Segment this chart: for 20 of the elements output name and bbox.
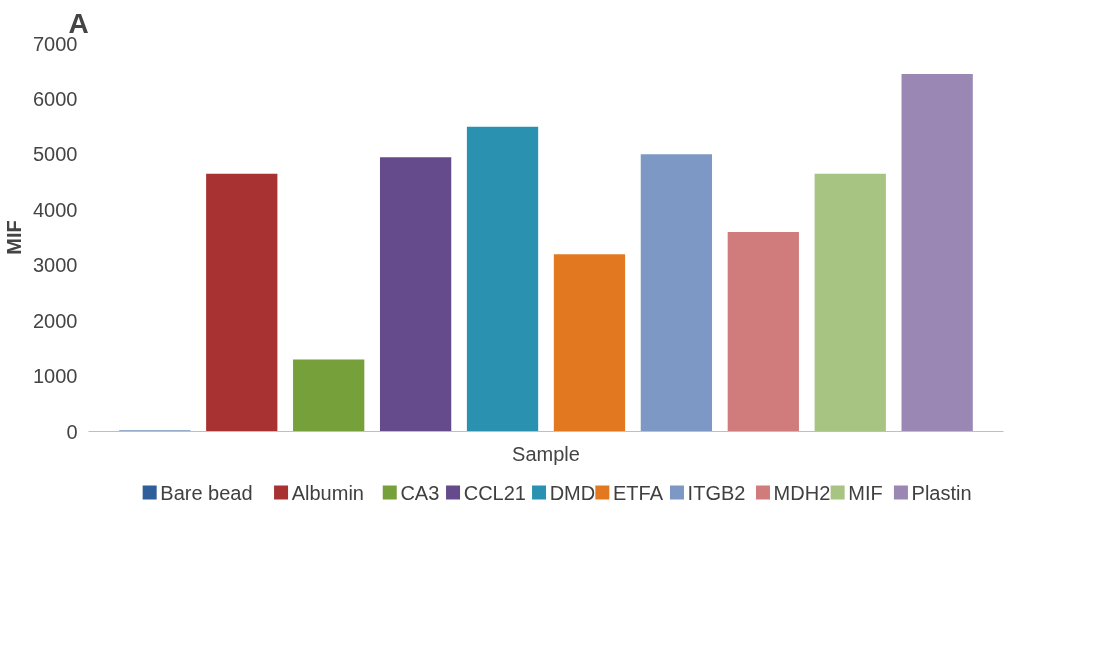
y-tick-label: 0 [66,420,78,443]
legend-label: Plastin [911,481,972,504]
legend-label: Albumin [291,481,364,504]
legend-label: CCL21 [463,481,526,504]
legend-label: MIF [848,481,883,504]
y-tick-label: 4000 [33,198,78,221]
y-axis-title: MIF [3,220,26,255]
legend-label: Bare bead [160,481,253,504]
legend-label: ITGB2 [687,481,746,504]
legend-label: CA3 [400,481,440,504]
y-tick-label: 7000 [33,32,78,55]
y-tick-label: 3000 [33,254,78,277]
y-tick-label: 6000 [33,87,78,110]
y-tick-label: 5000 [33,143,78,166]
x-axis-title: Sample [512,442,580,465]
legend-label: ETFA [612,481,664,504]
legend-label: DMD [549,481,596,504]
y-tick-label: 2000 [33,309,78,332]
y-tick-label: 1000 [33,365,78,388]
legend-label: MDH2 [773,481,831,504]
